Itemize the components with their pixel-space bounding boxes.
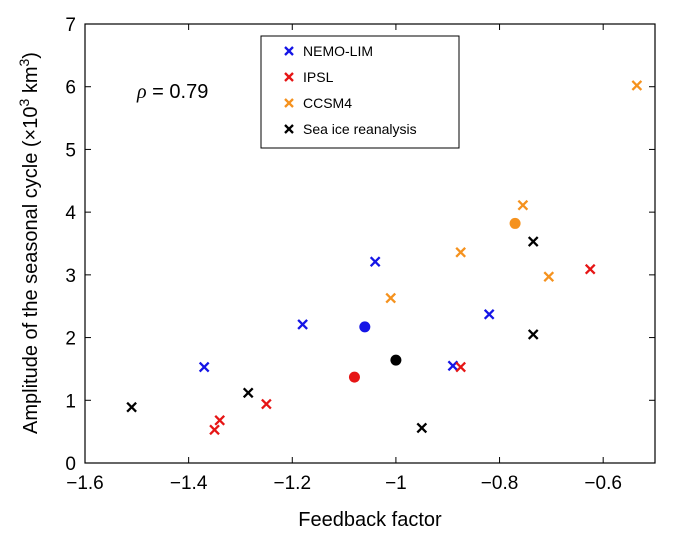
data-point bbox=[527, 329, 539, 340]
data-point bbox=[369, 256, 381, 268]
data-point bbox=[455, 246, 466, 258]
legend-label: IPSL bbox=[303, 69, 334, 85]
y-tick-label: 4 bbox=[65, 203, 76, 224]
data-point bbox=[416, 422, 428, 434]
y-tick-label: 1 bbox=[65, 391, 76, 412]
y-tick-label: 0 bbox=[65, 454, 76, 475]
data-point bbox=[543, 271, 555, 283]
mean-point bbox=[359, 321, 371, 333]
mean-point bbox=[390, 354, 402, 366]
legend-marker bbox=[284, 72, 294, 82]
data-point bbox=[447, 360, 459, 372]
legend: NEMO-LIM IPSL CCSM4 Sea ice reanalysis bbox=[260, 35, 460, 149]
correlation-annotation: ρ = 0.79 bbox=[136, 81, 208, 103]
tick-labels: −1.6 −1.4 −1.2 −1 −0.8 −0.6 0 1 2 3 4 5 6 7 bbox=[65, 15, 622, 494]
legend-marker bbox=[284, 98, 294, 108]
data-point bbox=[126, 401, 137, 413]
legend-label: NEMO-LIM bbox=[303, 43, 373, 59]
y-axis-title: Amplitude of the seasonal cycle (×103 km… bbox=[16, 52, 42, 434]
x-tick-label: −1.2 bbox=[274, 473, 312, 494]
data-point bbox=[385, 292, 397, 304]
data-point bbox=[517, 199, 529, 211]
y-tick-label: 7 bbox=[65, 15, 76, 36]
x-tick-label: −1 bbox=[385, 473, 407, 494]
legend-marker bbox=[284, 124, 294, 134]
mean-point bbox=[348, 371, 360, 383]
y-tick-label: 6 bbox=[65, 78, 76, 99]
legend-label: CCSM4 bbox=[303, 95, 352, 111]
data-point bbox=[631, 80, 643, 91]
x-tick-label: −1.6 bbox=[66, 473, 104, 494]
data-point bbox=[455, 361, 466, 373]
y-tick-label: 2 bbox=[65, 329, 76, 350]
plot-frame bbox=[84, 23, 656, 464]
x-tick-label: −0.8 bbox=[481, 473, 519, 494]
data-point bbox=[483, 309, 495, 320]
mean-point bbox=[509, 217, 521, 229]
data-point bbox=[214, 415, 226, 426]
x-axis-title: Feedback factor bbox=[298, 509, 442, 531]
legend-label: Sea ice reanalysis bbox=[303, 121, 417, 137]
data-point bbox=[584, 263, 596, 275]
data-point bbox=[198, 361, 210, 373]
data-point bbox=[527, 236, 539, 247]
data-point bbox=[242, 387, 254, 399]
y-tick-label: 5 bbox=[65, 140, 76, 161]
legend-marker bbox=[284, 46, 294, 56]
data-point bbox=[261, 398, 272, 410]
data-point bbox=[209, 424, 220, 436]
x-tick-label: −1.4 bbox=[170, 473, 208, 494]
data-point bbox=[297, 319, 308, 330]
x-tick-label: −0.6 bbox=[584, 473, 622, 494]
y-tick-label: 3 bbox=[65, 266, 76, 287]
data-points bbox=[126, 80, 643, 436]
legend-box bbox=[260, 35, 460, 149]
